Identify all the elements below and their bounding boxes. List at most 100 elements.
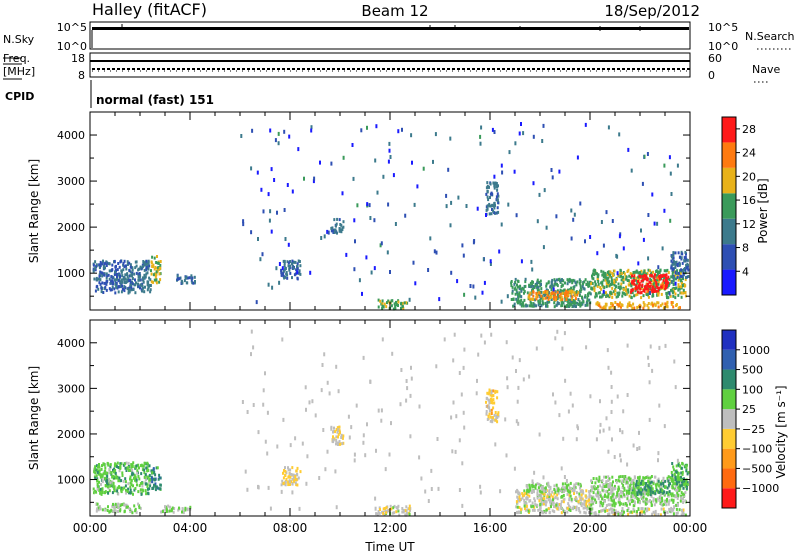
echo-cell	[546, 293, 549, 297]
echo-cell	[158, 487, 161, 491]
echo-cell	[568, 290, 571, 294]
echo-cell	[541, 490, 544, 494]
echo-cell	[561, 485, 564, 489]
sparse-echo	[656, 221, 659, 226]
echo-cell	[379, 299, 382, 303]
echo-cell	[523, 498, 526, 502]
echo-cell	[492, 181, 495, 185]
echo-cell	[645, 497, 648, 501]
sparse-echo	[432, 159, 434, 164]
echo-cell	[577, 482, 580, 486]
sparse-echo	[626, 393, 629, 397]
echo-cell	[516, 283, 518, 287]
sparse-echo	[551, 175, 554, 180]
echo-cell	[604, 306, 607, 310]
echo-cell	[681, 508, 683, 512]
echo-cell	[670, 275, 673, 279]
echo-cell	[533, 303, 536, 307]
sparse-echo	[599, 399, 601, 404]
echo-cell	[663, 502, 666, 506]
sparse-echo	[273, 178, 276, 182]
echo-cell	[658, 286, 660, 290]
echo-cell	[641, 512, 644, 516]
echo-cell	[612, 274, 615, 277]
echo-cell	[580, 498, 583, 502]
echo-cell	[678, 478, 681, 482]
sparse-echo	[450, 270, 453, 275]
echo-cell	[571, 281, 574, 285]
echo-cell	[537, 285, 540, 289]
echo-cell	[517, 285, 519, 289]
echo-cell	[682, 513, 685, 517]
echo-cell	[139, 266, 142, 270]
colorbar-segment	[722, 269, 736, 295]
echo-cell	[530, 505, 533, 509]
echo-cell	[630, 284, 633, 288]
echo-cell	[638, 274, 641, 278]
echo-cell	[530, 297, 533, 301]
echo-cell	[533, 497, 536, 501]
echo-cell	[587, 284, 590, 288]
echo-cell	[676, 496, 679, 500]
echo-cell	[550, 295, 553, 299]
echo-cell	[582, 506, 585, 510]
sparse-echo	[429, 236, 432, 241]
echo-cell	[113, 504, 116, 508]
echo-cell	[103, 463, 106, 467]
echo-cell	[667, 296, 670, 300]
echo-cell	[556, 486, 559, 490]
echo-cell	[667, 275, 670, 279]
echo-cell	[611, 475, 614, 479]
echo-cell	[518, 491, 521, 495]
echo-cell	[117, 466, 120, 469]
echo-cell	[123, 285, 126, 289]
echo-cell	[589, 292, 592, 296]
echo-cell	[524, 491, 527, 495]
sparse-echo	[436, 437, 439, 441]
echo-cell	[149, 278, 152, 282]
echo-cell	[597, 273, 600, 277]
echo-cell	[489, 419, 492, 423]
echo-cell	[570, 302, 573, 306]
echo-cell	[518, 495, 521, 499]
echo-cell	[556, 297, 559, 301]
echo-cell	[189, 505, 192, 509]
echo-cell	[403, 301, 406, 305]
echo-cell	[592, 477, 595, 480]
echo-cell	[105, 260, 108, 264]
echo-cell	[591, 496, 594, 500]
echo-cell	[661, 499, 664, 503]
sparse-echo	[388, 452, 391, 457]
echo-cell	[488, 412, 491, 416]
echo-cell	[648, 285, 651, 289]
cpid-panel: CPID normal (fast) 151	[5, 80, 214, 108]
echo-cell	[135, 264, 138, 268]
sparse-echo	[281, 266, 284, 271]
echo-cell	[657, 479, 660, 483]
echo-cell	[148, 276, 151, 280]
echo-cell	[572, 485, 575, 489]
echo-cell	[561, 291, 564, 295]
echo-cell	[495, 417, 498, 421]
sparse-echo	[606, 348, 609, 353]
echo-cell	[679, 269, 681, 273]
echo-cell	[621, 294, 624, 298]
sparse-echo	[506, 376, 509, 381]
echo-cell	[496, 188, 499, 192]
echo-cell	[572, 505, 575, 509]
sparse-echo	[491, 419, 494, 424]
echo-cell	[624, 502, 627, 505]
echo-cell	[489, 182, 492, 186]
sparse-echo	[610, 410, 613, 414]
echo-cell	[591, 500, 594, 504]
echo-cell	[142, 264, 145, 268]
echo-cell	[633, 282, 636, 286]
sparse-echo	[493, 174, 496, 179]
echo-cell	[331, 226, 334, 230]
echo-cell	[561, 482, 564, 486]
freq-unit: [MHz]	[3, 65, 35, 78]
echo-cell	[117, 479, 120, 483]
sparse-echo	[257, 237, 259, 241]
echo-cell	[557, 507, 560, 511]
echo-cell	[651, 285, 654, 289]
